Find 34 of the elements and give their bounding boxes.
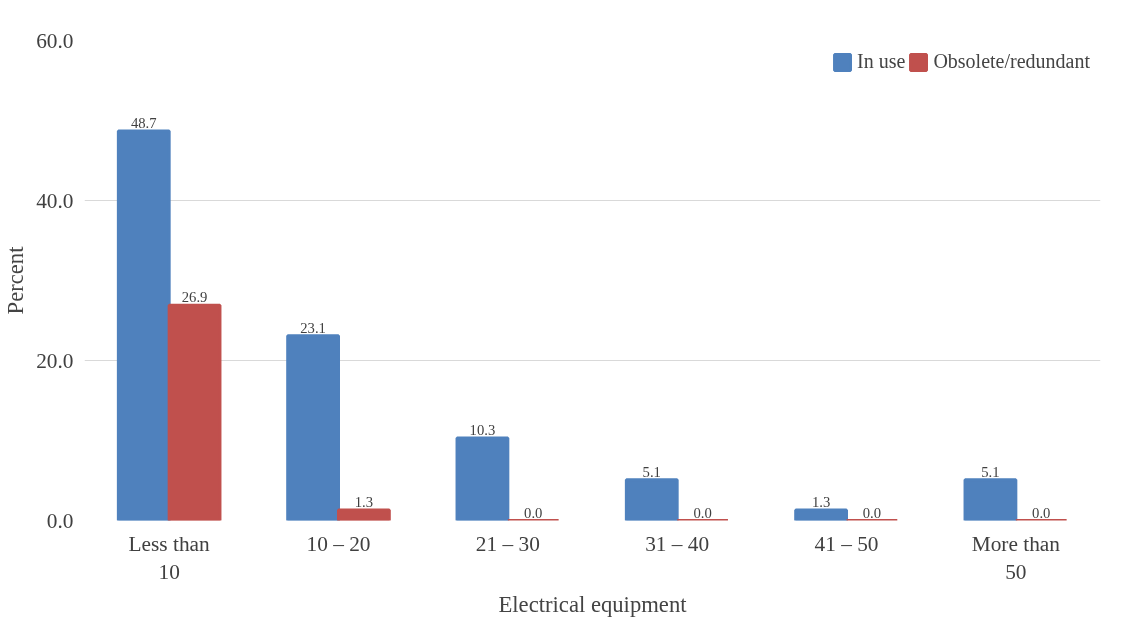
- x-tick-label: Less than 10: [128, 531, 211, 585]
- y-tick-label: 20.0: [36, 348, 74, 373]
- bar: [337, 508, 391, 521]
- bar: [455, 436, 510, 521]
- data-label: 0.0: [1032, 504, 1051, 521]
- legend-label: In use: [857, 50, 906, 73]
- data-label: 5.1: [981, 463, 1000, 480]
- legend-label: Obsolete/redundant: [933, 50, 1090, 73]
- bar: [116, 129, 171, 521]
- y-tick-label: 60.0: [36, 28, 74, 53]
- x-axis-title: Electrical equipment: [498, 592, 688, 618]
- bar: [794, 508, 848, 521]
- x-tick-label: 21 – 30: [475, 531, 540, 556]
- data-label: 48.7: [130, 114, 157, 131]
- data-label: 0.0: [862, 504, 882, 521]
- bar: [963, 478, 1018, 521]
- bar: [624, 478, 679, 521]
- data-label: 0.0: [693, 504, 712, 521]
- bar: [167, 303, 222, 521]
- x-tick-label: 10 – 20: [306, 531, 371, 556]
- x-tick-label: 41 – 50: [814, 531, 879, 556]
- data-label: 23.1: [300, 319, 326, 336]
- data-label: 0.0: [524, 504, 543, 521]
- data-label: 26.9: [181, 289, 208, 306]
- y-axis-title: Percent: [3, 245, 29, 315]
- data-label: 5.1: [642, 463, 661, 480]
- data-label: 10.3: [469, 422, 496, 439]
- x-tick-label: More than 50: [971, 531, 1061, 585]
- y-tick-label: 0.0: [46, 508, 74, 533]
- data-label: 1.3: [811, 494, 831, 511]
- y-tick-label: 40.0: [36, 188, 74, 213]
- x-tick-label: 31 – 40: [645, 531, 710, 556]
- bar: [286, 334, 340, 521]
- data-label: 1.3: [354, 494, 374, 511]
